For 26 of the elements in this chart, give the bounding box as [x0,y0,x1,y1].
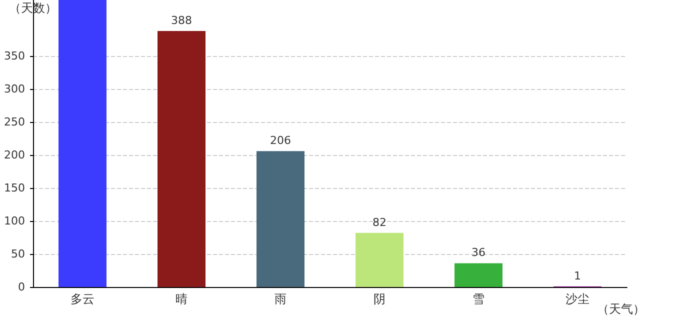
data-label: 36 [472,246,486,260]
bar [454,263,502,287]
bar [158,31,206,287]
x-tick-label: 雪 [472,292,484,306]
data-label: 388 [171,14,192,28]
x-tick-label: 雨 [274,292,286,306]
y-tick-label: 150 [4,182,25,195]
data-label: 1 [574,269,581,282]
bar [356,232,404,287]
x-tick-label: 阴 [374,292,386,306]
y-tick-label: 100 [4,214,25,228]
y-tick-label: 200 [4,148,25,162]
y-tick-label: 50 [11,248,25,261]
y-tick-label: 300 [4,82,25,96]
y-tick-label: 250 [4,116,25,129]
y-axis-title: （天数） [9,1,57,15]
x-tick-label: 晴 [176,292,188,306]
bar [256,151,304,287]
y-tick-label: 0 [18,280,25,294]
bar [58,0,106,287]
data-label: 206 [270,134,291,148]
x-axis-title: （天气） [597,302,645,316]
x-tick-label: 多云 [70,292,94,306]
data-label: 82 [372,216,386,229]
y-tick-label: 350 [4,50,25,63]
x-tick-label: 沙尘 [566,292,590,306]
